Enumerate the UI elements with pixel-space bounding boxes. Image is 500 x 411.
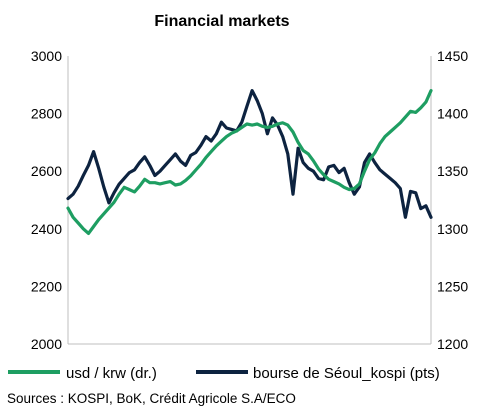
right-tick-label: 1350 <box>437 163 468 179</box>
left-tick-label: 2200 <box>31 278 62 294</box>
left-tick-label: 2400 <box>31 221 62 237</box>
source-note: Sources : KOSPI, BoK, Crédit Agricole S.… <box>7 391 296 406</box>
right-tick-label: 1200 <box>437 336 468 352</box>
left-tick-label: 2800 <box>31 106 62 122</box>
left-tick-label: 2000 <box>31 336 62 352</box>
left-tick-label: 3000 <box>31 48 62 64</box>
legend-label-usd-krw: usd / krw (dr.) <box>66 365 157 382</box>
left-tick-label: 2600 <box>31 163 62 179</box>
series-line-0 <box>66 89 433 235</box>
right-tick-label: 1300 <box>437 221 468 237</box>
legend-label-kospi: bourse de Séoul_kospi (pts) <box>253 365 440 382</box>
series-layer <box>66 89 433 235</box>
chart-title: Financial markets <box>154 13 289 30</box>
left-axis: 3000 2800 2600 2400 2200 2000 <box>31 48 62 352</box>
series-line-1 <box>66 89 433 219</box>
right-axis: 1450 1400 1350 1300 1250 1200 <box>437 48 468 352</box>
legend: usd / krw (dr.) bourse de Séoul_kospi (p… <box>8 365 440 382</box>
right-tick-label: 1450 <box>437 48 468 64</box>
right-tick-label: 1250 <box>437 278 468 294</box>
right-tick-label: 1400 <box>437 106 468 122</box>
